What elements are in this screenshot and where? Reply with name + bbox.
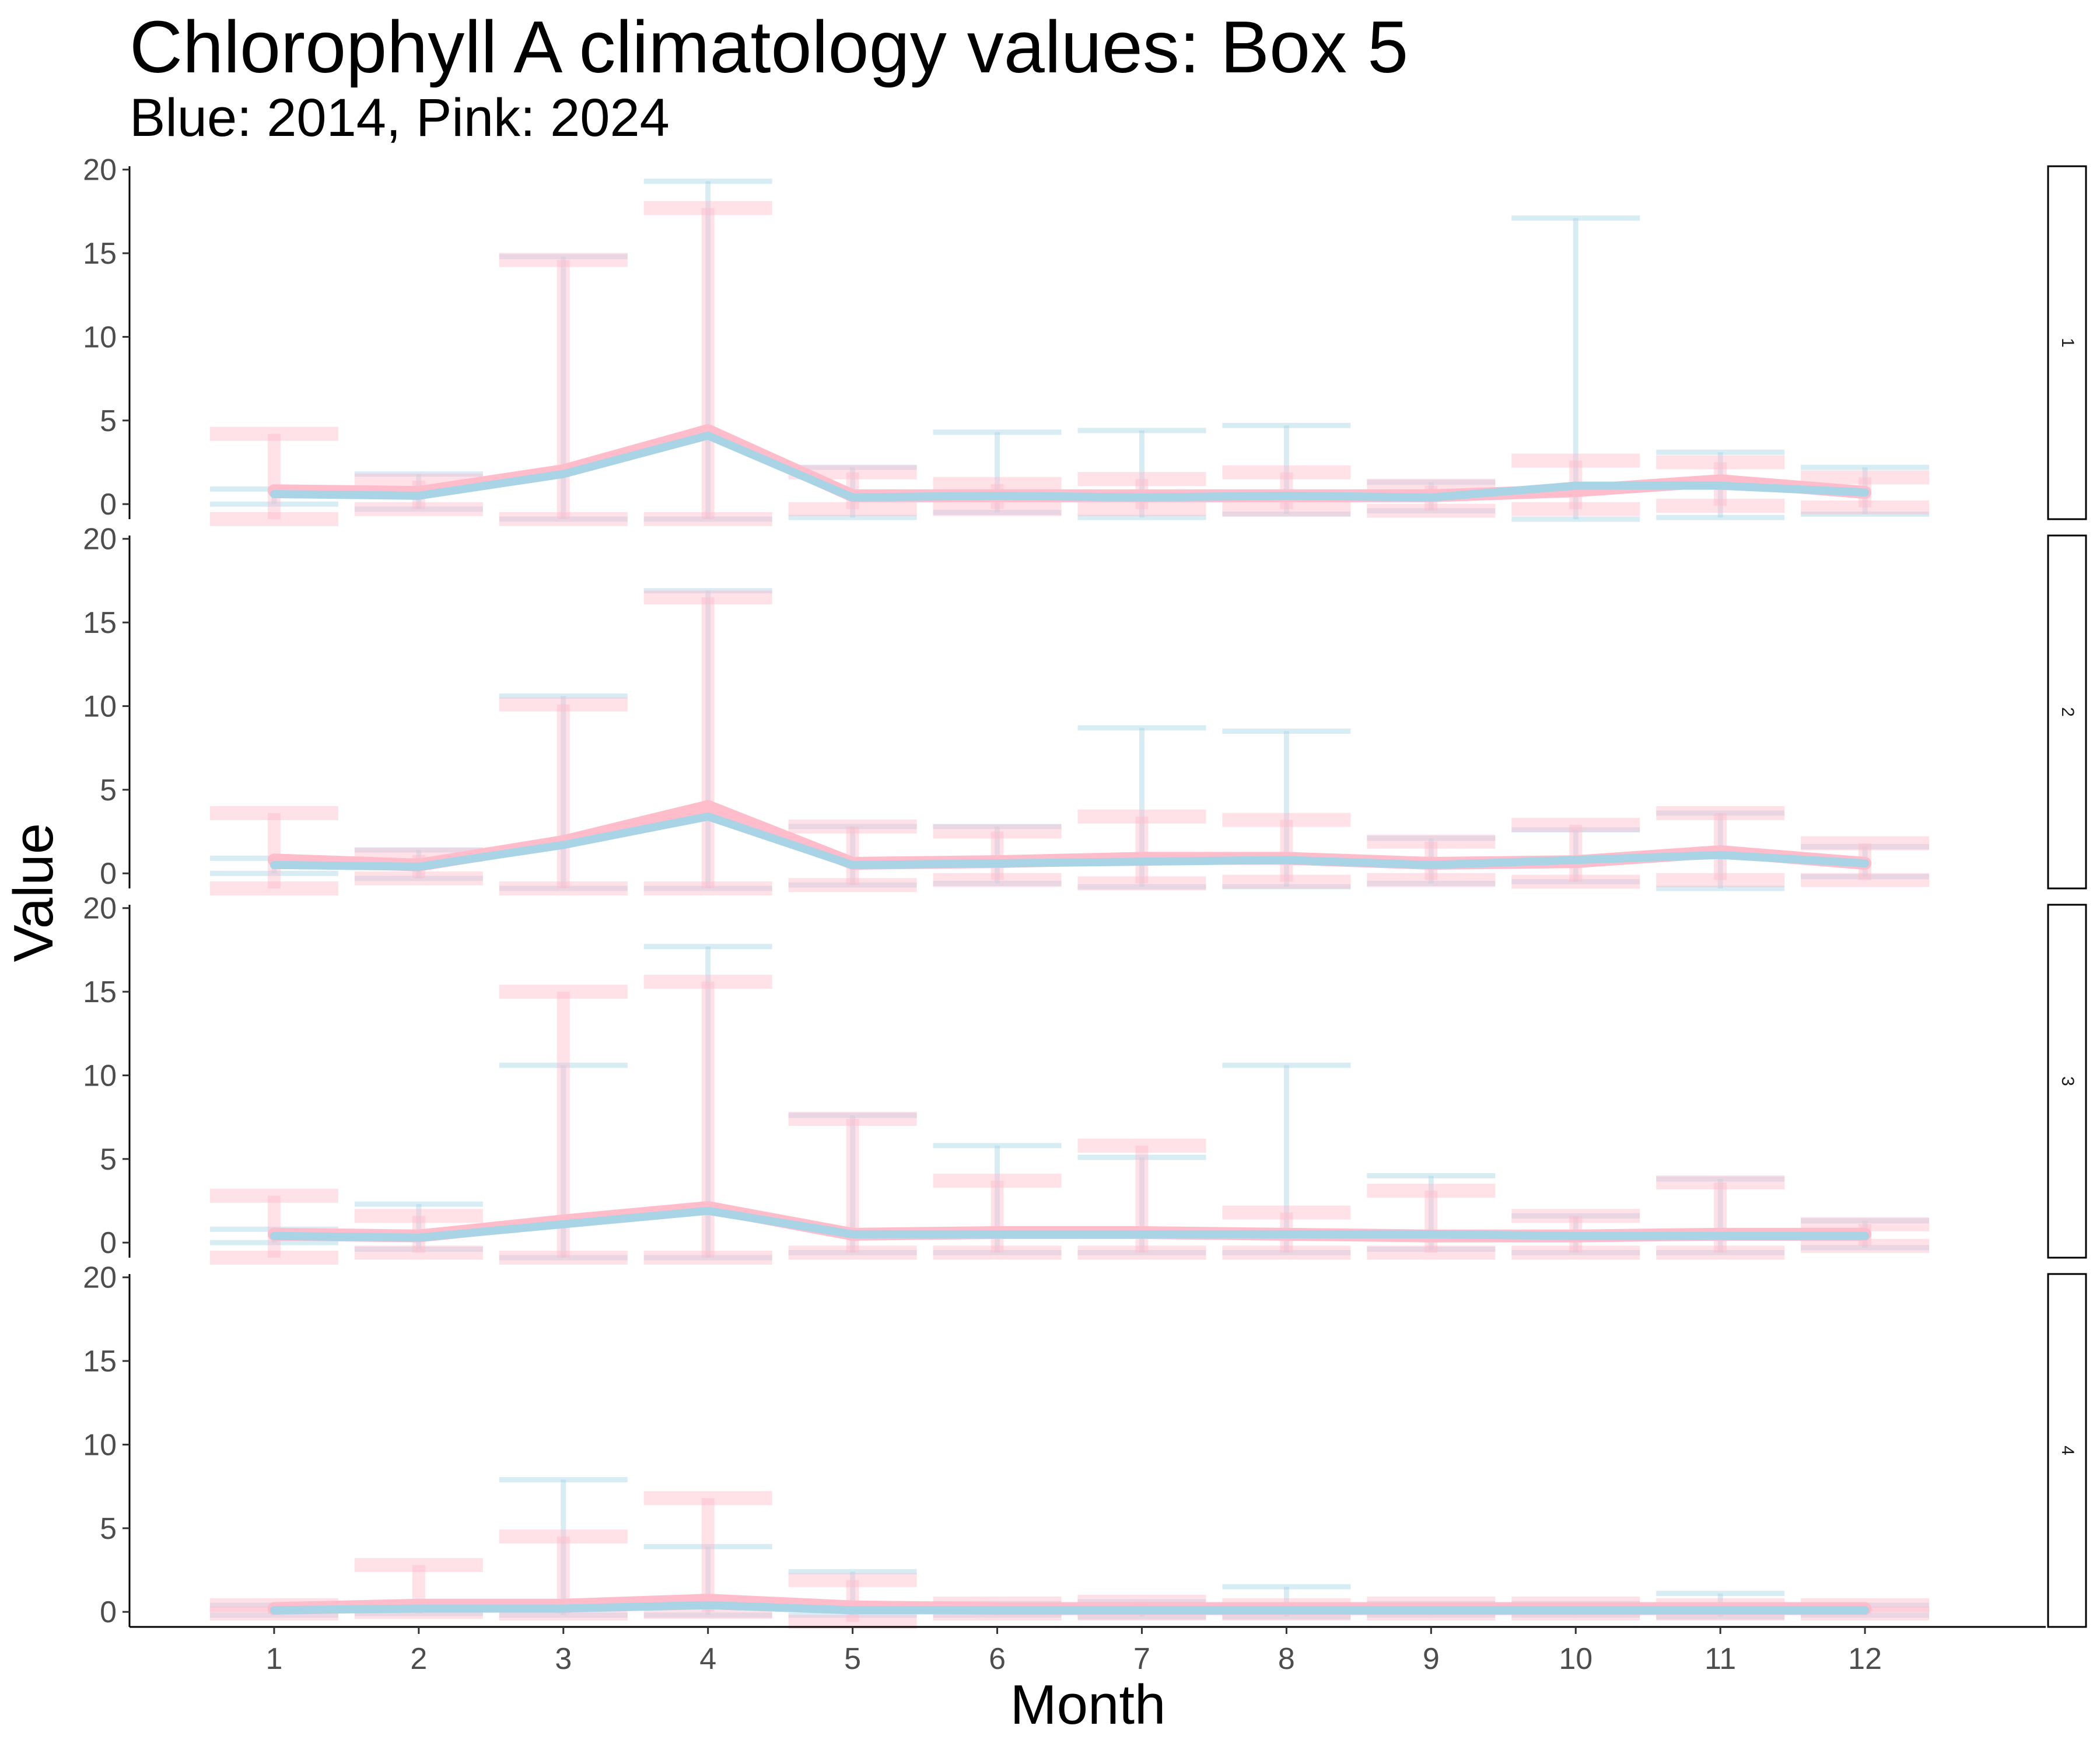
panel-1-y-tick-label: 15: [83, 237, 117, 271]
x-tick-label: 12: [1848, 1642, 1882, 1676]
panel-4-strip: [2047, 1273, 2087, 1628]
panel-2-strip: [2047, 534, 2087, 890]
x-tick-label: 2: [410, 1642, 427, 1676]
panel-3-strip: [2047, 904, 2087, 1259]
panel-1-strip-label: 1: [2058, 338, 2077, 348]
x-tick-label: 4: [699, 1642, 716, 1676]
y-axis-title: Value: [2, 823, 65, 962]
chart-title: Chlorophyll A climatology values: Box 5: [130, 6, 1409, 88]
panel-4-y-tick-label: 15: [83, 1345, 117, 1378]
x-tick-label: 5: [844, 1642, 861, 1676]
panel-1-y-tick-label: 20: [83, 153, 117, 187]
x-tick-label: 9: [1423, 1642, 1440, 1676]
panel-2-y-tick-label: 0: [100, 857, 117, 891]
panel-3-y-tick-label: 15: [83, 975, 117, 1009]
panel-3-y-tick-label: 20: [83, 892, 117, 926]
panel-2-series-2014-mean-line: [270, 812, 1870, 871]
panel-4-series-2014-mean-line: [270, 1601, 1870, 1615]
panel-2-y-tick-label: 20: [83, 523, 117, 556]
x-tick-label: 6: [989, 1642, 1006, 1676]
panel-2-strip-label: 2: [2058, 707, 2077, 717]
x-tick-label: 1: [265, 1642, 282, 1676]
panel-3-y-tick-label: 10: [83, 1059, 117, 1093]
panel-1-y-tick-label: 5: [100, 404, 117, 438]
panel-4-y-tick-label: 20: [83, 1261, 117, 1295]
panel-2-y-tick-label: 10: [83, 690, 117, 723]
x-tick-label: 7: [1133, 1642, 1150, 1676]
panel-1-series-2014-mean-line: [270, 431, 1870, 502]
panel-1-y-tick-label: 0: [100, 488, 117, 522]
panel-4-y-tick-label: 5: [100, 1512, 117, 1546]
panel-4-strip-label: 4: [2058, 1446, 2077, 1455]
panel-4-y-tick-label: 0: [100, 1595, 117, 1629]
x-tick-label: 10: [1559, 1642, 1592, 1676]
chart-subtitle: Blue: 2014, Pink: 2024: [130, 88, 670, 148]
panel-1-y-tick-label: 10: [83, 320, 117, 354]
panel-3-y-tick-label: 0: [100, 1226, 117, 1260]
panel-3-strip-label: 3: [2058, 1076, 2077, 1086]
panel-3-y-tick-label: 5: [100, 1143, 117, 1177]
panel-1-strip: [2047, 165, 2087, 520]
panel-4-y-tick-label: 10: [83, 1428, 117, 1462]
x-tick-label: 8: [1278, 1642, 1295, 1676]
x-tick-label: 11: [1704, 1642, 1736, 1676]
x-tick-label: 3: [555, 1642, 572, 1676]
panel-3-series-2014-mean-line: [270, 1206, 1870, 1242]
panel-2-y-tick-label: 15: [83, 606, 117, 640]
panel-2-y-tick-label: 5: [100, 774, 117, 807]
x-axis-title: Month: [1010, 1674, 1166, 1736]
